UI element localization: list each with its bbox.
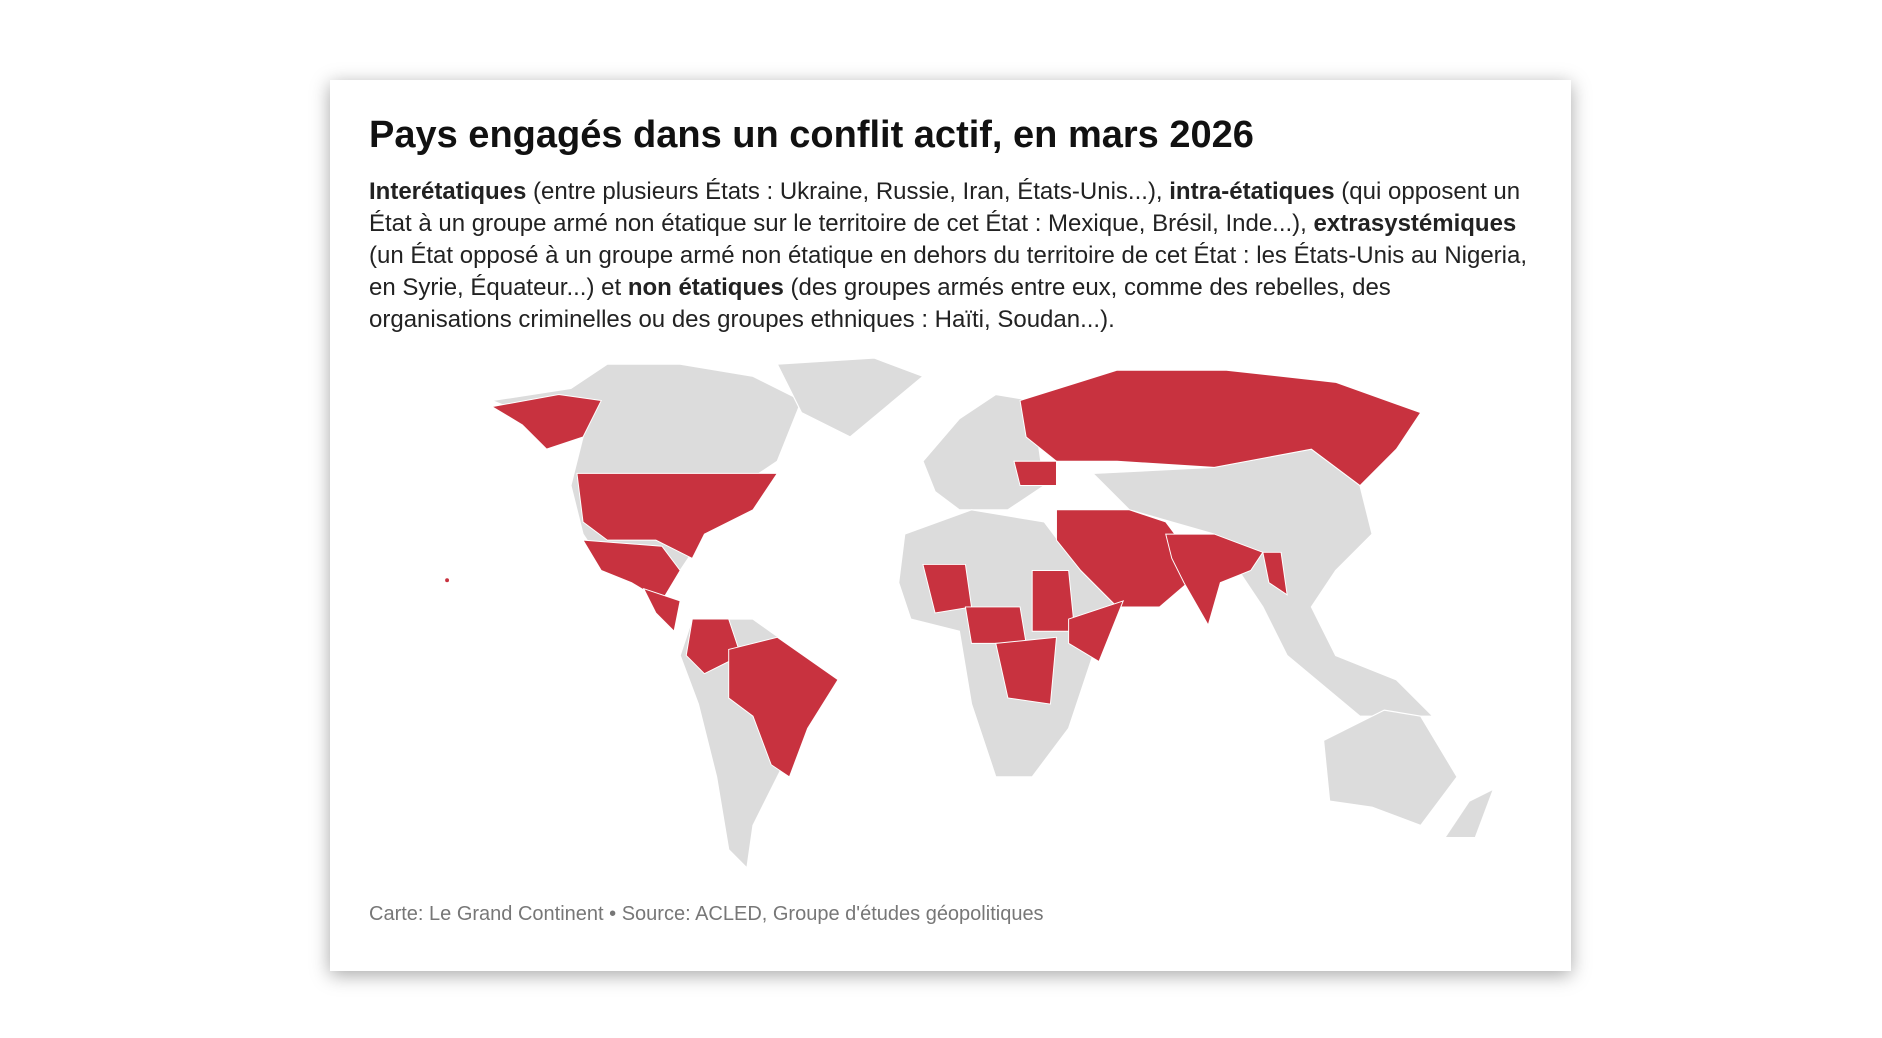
ukraine [1013, 460, 1057, 487]
card: Pays engagés dans un conflit actif, en m… [330, 80, 1571, 971]
australia [1322, 709, 1458, 827]
description-term: Interétatiques [369, 178, 527, 205]
usa [576, 472, 779, 560]
alaska [490, 393, 602, 450]
description-term: extrasystémiques [1313, 210, 1517, 237]
description-term: intra-étatiques [1169, 178, 1335, 205]
description-text: (des groupes armés entre eux, comme des … [369, 274, 1391, 333]
myanmar [1262, 551, 1288, 596]
colombia [685, 618, 742, 675]
nigeria [964, 606, 1027, 644]
description-text: (entre plusieurs États : Ukraine, Russie… [526, 178, 1170, 205]
drc [995, 636, 1058, 705]
source: Carte: Le Grand Continent • Source: ACLE… [369, 903, 1044, 925]
world-map [444, 357, 1495, 870]
description: Interétatiques (entre plusieurs États : … [369, 176, 1539, 336]
conflict-countries [444, 369, 1422, 778]
india [1165, 533, 1264, 627]
description-text: (un État opposé à un groupe armé non éta… [369, 242, 1528, 301]
hawaii [444, 577, 450, 584]
description-text: (qui opposent un État à un groupe armé n… [369, 178, 1521, 237]
horn-of-africa [1068, 600, 1125, 663]
greenland [776, 357, 925, 438]
brazil [728, 636, 839, 778]
new-zealand [1443, 787, 1495, 839]
description-term: non étatiques [627, 274, 784, 301]
title: Pays engagés dans un conflit actif, en m… [369, 114, 1254, 156]
central-america [642, 587, 681, 633]
